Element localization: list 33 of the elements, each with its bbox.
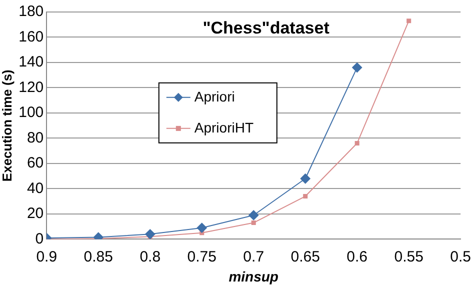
point xyxy=(352,62,362,73)
y-tick-label: 20 xyxy=(26,205,44,222)
y-axis-title: Execution time (s) xyxy=(0,70,14,182)
y-tick-label: 120 xyxy=(18,78,44,96)
y-tick-label: 160 xyxy=(18,28,44,46)
x-tick-label: 0.8 xyxy=(140,248,161,266)
x-tick-label: 0.9 xyxy=(36,248,58,266)
point xyxy=(406,18,412,24)
x-tick-label: 0.7 xyxy=(243,248,264,266)
legend-label: AprioriHT xyxy=(194,119,254,136)
x-tick-label: 0.65 xyxy=(290,248,320,266)
x-tick-label: 0.55 xyxy=(394,248,424,266)
point xyxy=(303,194,308,199)
y-tick-label: 140 xyxy=(18,54,44,71)
y-tick-label: 40 xyxy=(26,180,44,197)
point xyxy=(354,141,360,146)
point xyxy=(300,174,310,184)
x-axis-title: minsup xyxy=(228,268,279,284)
y-tick-label: 0 xyxy=(35,230,44,248)
point xyxy=(251,220,256,226)
x-tick-label: 0.75 xyxy=(187,248,216,266)
x-tick-label: 0.5 xyxy=(450,248,472,266)
point xyxy=(248,210,259,220)
y-tick-label: 100 xyxy=(18,104,44,122)
point xyxy=(196,222,207,233)
y-tick-label: 80 xyxy=(26,129,44,146)
x-tick-label: 0.85 xyxy=(84,248,113,266)
point xyxy=(145,229,156,240)
x-tick-label: 0.6 xyxy=(346,248,368,266)
chart-title: "Chess"dataset xyxy=(202,18,330,38)
y-tick-label: 60 xyxy=(26,154,44,172)
y-tick-label: 180 xyxy=(18,3,44,20)
legend-label: Apriori xyxy=(194,88,235,104)
